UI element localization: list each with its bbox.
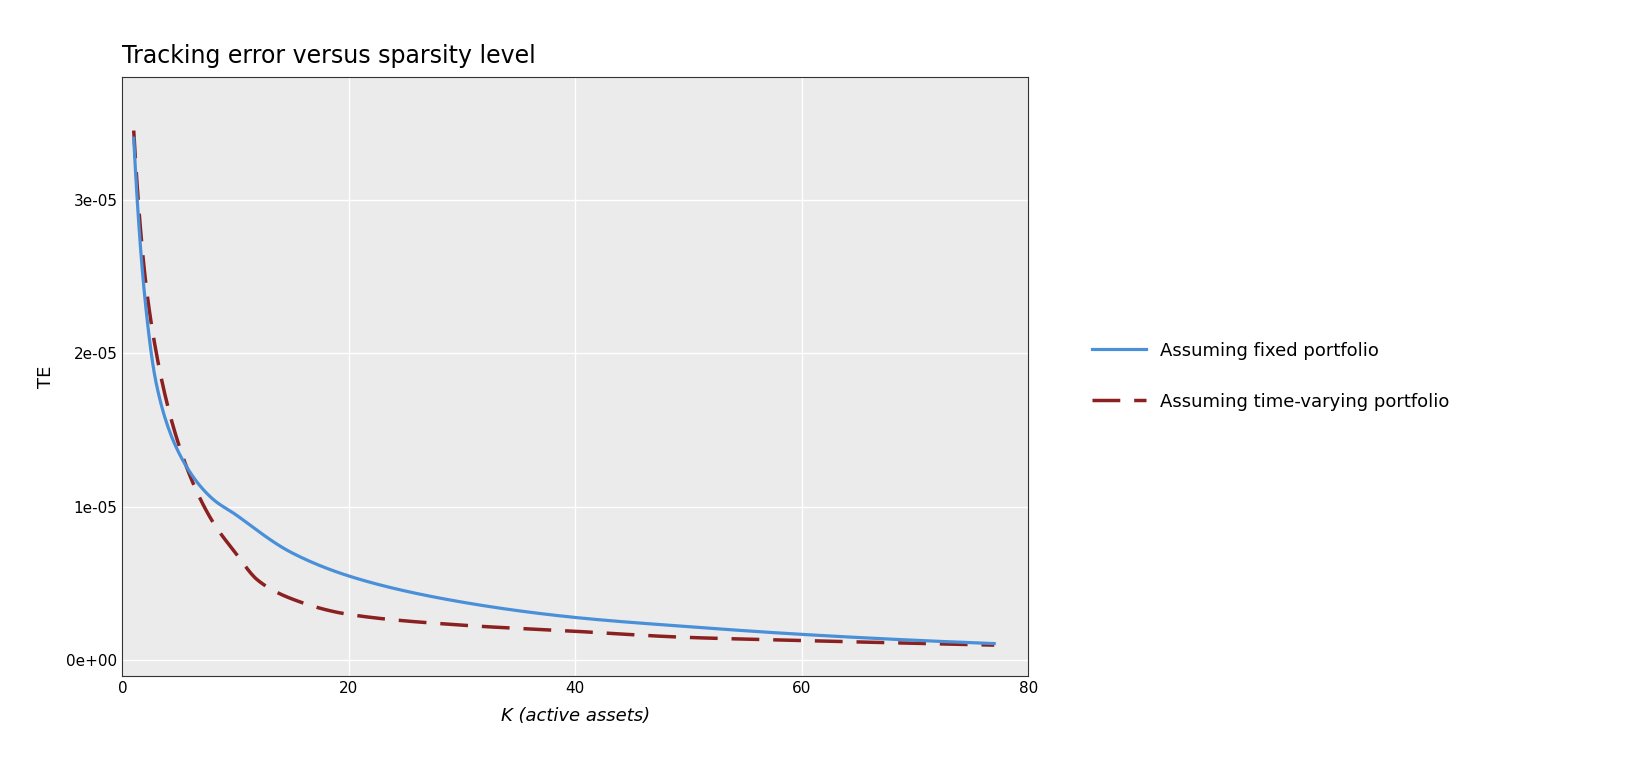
Assuming time-varying portfolio bbox=[829, 637, 849, 646]
Assuming time-varying portfolio bbox=[124, 126, 144, 135]
Assuming time-varying portfolio bbox=[965, 640, 984, 649]
Assuming fixed portfolio bbox=[589, 615, 609, 624]
Assuming time-varying portfolio bbox=[539, 625, 558, 634]
Line: Assuming time-varying portfolio: Assuming time-varying portfolio bbox=[134, 131, 994, 645]
Assuming time-varying portfolio bbox=[532, 625, 552, 634]
Assuming fixed portfolio bbox=[984, 639, 1004, 648]
Assuming fixed portfolio bbox=[532, 609, 552, 618]
Assuming fixed portfolio bbox=[124, 134, 144, 143]
Assuming time-varying portfolio bbox=[589, 628, 609, 637]
Legend: Assuming fixed portfolio, Assuming time-varying portfolio: Assuming fixed portfolio, Assuming time-… bbox=[1082, 333, 1459, 420]
X-axis label: K (active assets): K (active assets) bbox=[501, 707, 650, 725]
Text: Tracking error versus sparsity level: Tracking error versus sparsity level bbox=[122, 44, 537, 68]
Assuming fixed portfolio bbox=[829, 632, 849, 641]
Assuming time-varying portfolio bbox=[636, 631, 656, 640]
Assuming fixed portfolio bbox=[539, 610, 558, 619]
Assuming fixed portfolio bbox=[636, 619, 656, 628]
Assuming time-varying portfolio bbox=[984, 641, 1004, 650]
Assuming fixed portfolio bbox=[965, 638, 984, 647]
Line: Assuming fixed portfolio: Assuming fixed portfolio bbox=[134, 138, 994, 644]
Y-axis label: TE: TE bbox=[38, 365, 55, 388]
